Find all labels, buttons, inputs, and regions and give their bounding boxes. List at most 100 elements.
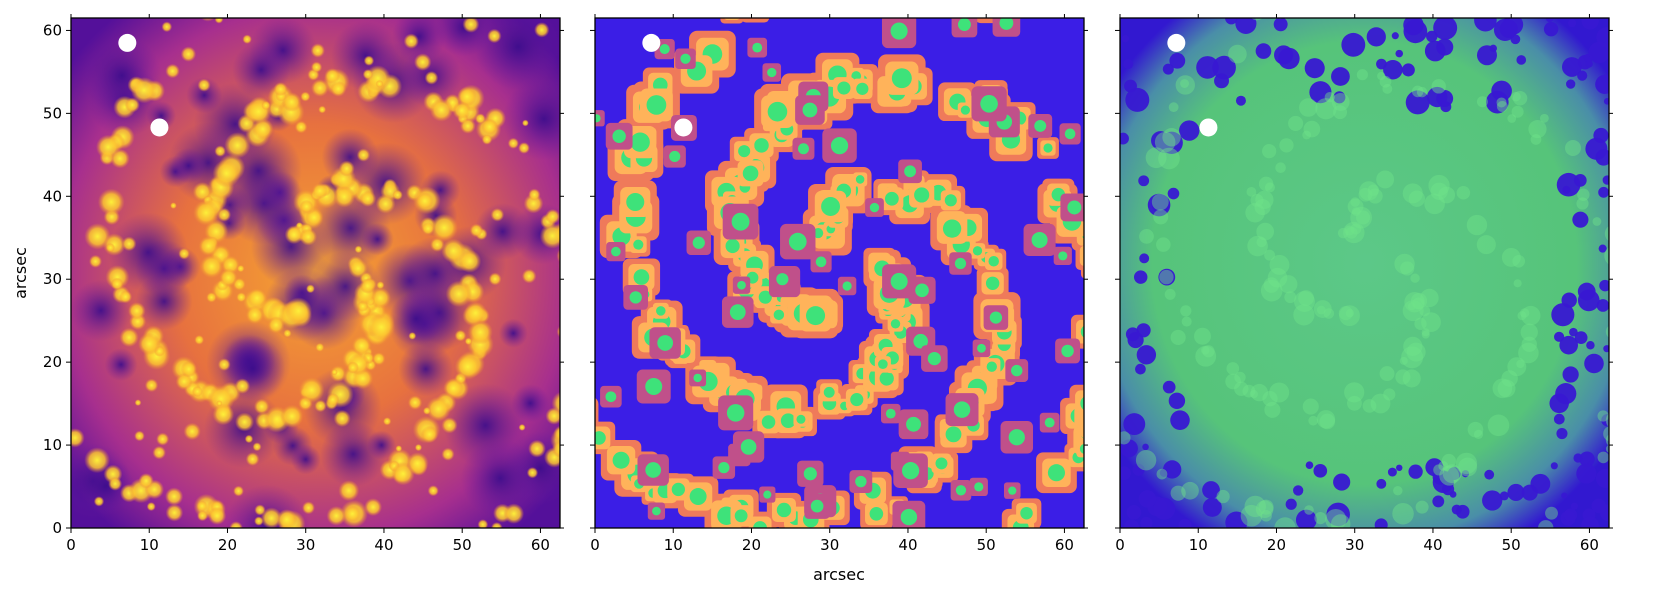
emission-knot [310, 61, 323, 73]
emission-knot [1202, 345, 1215, 358]
emission-knot [1620, 366, 1640, 386]
segment-core [855, 175, 865, 184]
emission-knot [1242, 384, 1256, 398]
masked-region [1588, 41, 1609, 64]
segment-core [927, 351, 941, 366]
emission-knot [1264, 182, 1275, 193]
x-tick-label: 40 [898, 536, 917, 554]
emission-knot [1164, 288, 1176, 300]
segment-core [989, 311, 1003, 324]
masked-region [1333, 473, 1351, 491]
y-tick-label: 50 [43, 104, 62, 122]
x-tick-label: 50 [1502, 536, 1521, 554]
emission-knot [1325, 508, 1347, 528]
masked-region [1123, 59, 1134, 70]
emission-knot [421, 222, 435, 236]
segment-core [885, 408, 896, 419]
segment-ring [741, 18, 770, 23]
x-tick-label: 30 [820, 536, 839, 554]
emission-knot [121, 236, 137, 252]
emission-knot [1333, 105, 1348, 120]
masked-region [1293, 485, 1304, 496]
dust-lane [498, 318, 528, 348]
panel-segmentation-texture [595, 0, 1084, 528]
emission-knot [326, 393, 340, 407]
emission-knot [1330, 514, 1351, 528]
emission-knot [294, 120, 308, 134]
masked-region [1603, 98, 1609, 105]
emission-knot [254, 516, 264, 526]
masked-region [1331, 67, 1350, 86]
masked-region [1136, 345, 1157, 365]
segment-core [823, 386, 835, 398]
emission-knot [1181, 316, 1192, 327]
emission-knot [1153, 209, 1169, 225]
emission-knot [212, 159, 241, 188]
emission-knot [234, 412, 255, 432]
emission-knot [236, 264, 245, 273]
segment-core [1011, 364, 1023, 377]
segment-core [1061, 344, 1074, 358]
emission-knot [298, 376, 325, 403]
segment-core [945, 426, 962, 443]
emission-knot [1225, 373, 1241, 390]
masked-region [1551, 303, 1575, 327]
emission-knot [1421, 330, 1430, 339]
segment-inner [747, 18, 763, 19]
masked-region [1123, 519, 1140, 528]
emission-knot [119, 327, 139, 348]
emission-knot [128, 302, 146, 320]
masked-region [1196, 56, 1219, 79]
emission-knot [198, 235, 219, 257]
emission-knot [1170, 329, 1186, 345]
x-tick-label: 20 [218, 536, 237, 554]
emission-knot [1530, 134, 1542, 145]
emission-knot [545, 209, 560, 225]
segment-core [633, 239, 644, 250]
y-tick-label: 30 [43, 270, 62, 288]
emission-knot [1263, 277, 1280, 293]
emission-knot [1347, 395, 1362, 411]
masked-region [1305, 461, 1314, 470]
masked-region [1451, 504, 1462, 515]
emission-knot [429, 98, 453, 122]
x-axis-label: arcsec [813, 565, 865, 584]
masked-region [1433, 18, 1458, 40]
segment-core [652, 506, 661, 516]
emission-knot [1431, 79, 1446, 94]
segment-core [803, 467, 817, 481]
emission-knot [356, 148, 371, 162]
emission-knot [200, 18, 216, 22]
emission-knot [1255, 190, 1274, 210]
segment-core [776, 273, 789, 286]
emission-knot [244, 0, 262, 16]
emission-knot [1379, 75, 1392, 88]
segment-core [986, 0, 1006, 10]
emission-knot [267, 316, 285, 334]
emission-knot [330, 80, 347, 97]
masked-region [1581, 18, 1599, 30]
emission-knot [302, 501, 316, 515]
emission-knot [539, 223, 560, 249]
emission-knot [1376, 170, 1395, 189]
segment-inner [980, 0, 1013, 16]
masked-region [1561, 57, 1582, 77]
segment-core [737, 280, 746, 290]
emission-knot [1487, 414, 1510, 437]
emission-knot [1377, 71, 1386, 81]
segment-core [821, 197, 840, 216]
emission-knot [161, 21, 173, 33]
emission-knot [376, 281, 385, 290]
segment-core [1034, 119, 1047, 132]
segment-core [977, 343, 986, 353]
segment-core [718, 461, 730, 474]
segment-core [796, 414, 806, 424]
emission-knot [214, 145, 226, 157]
emission-knot [503, 503, 525, 524]
emission-knot [1438, 461, 1449, 472]
emission-knot [1304, 505, 1314, 515]
masked-region [1569, 327, 1578, 337]
masked-region [1581, 516, 1599, 528]
x-tick-label: 30 [1345, 536, 1364, 554]
segment-core [1080, 396, 1084, 411]
